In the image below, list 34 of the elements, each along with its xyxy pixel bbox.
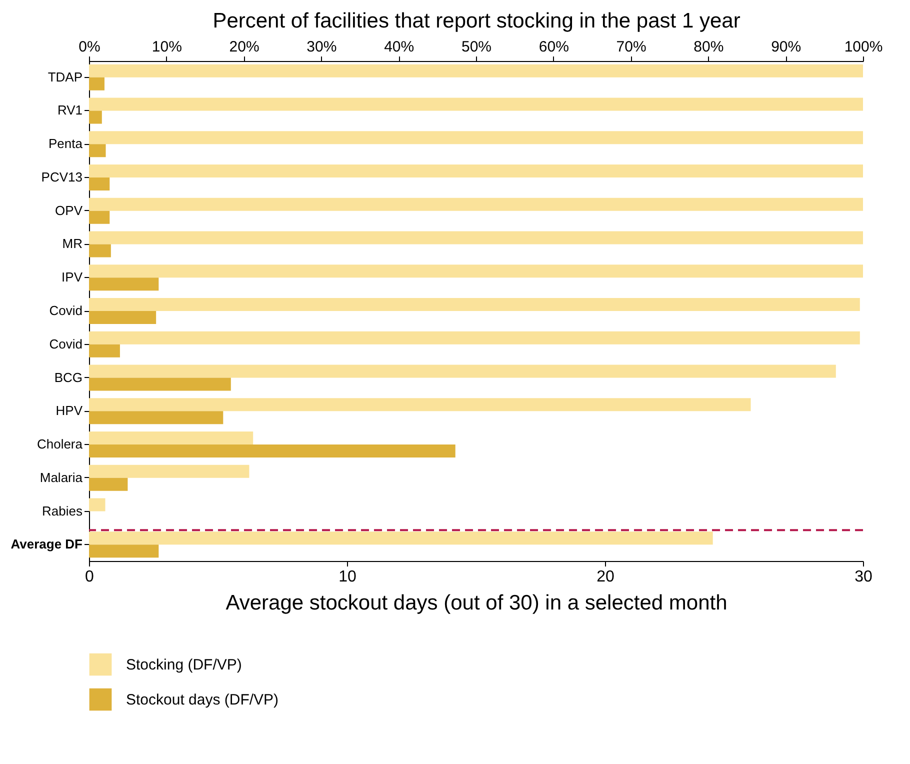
y-tick-label: BCG <box>54 370 82 385</box>
x-tick-label: 20 <box>596 568 614 586</box>
y-tick-label: Average DF <box>10 536 83 552</box>
y-tick-label: Covid <box>49 303 82 318</box>
y-tick-label: TDAP <box>48 69 82 84</box>
y-tick-label: PCV13 <box>41 169 82 184</box>
x2-tick-label: 70% <box>616 38 646 56</box>
x-tick-label: 10 <box>338 568 356 586</box>
x2-tick-label: 90% <box>771 38 802 56</box>
x2-tick-label: 20% <box>229 38 260 56</box>
x2-tick-label: 50% <box>461 38 492 56</box>
y-tick-label: Cholera <box>36 436 84 452</box>
x-tick-label: 0 <box>85 568 94 586</box>
y-tick-label: MR <box>62 236 82 252</box>
y-tick-label: Penta <box>48 136 84 152</box>
y-tick-label: OPV <box>55 202 83 218</box>
y-tick-label: Covid <box>49 336 82 352</box>
y-tick-label: IPV <box>62 270 83 285</box>
y-tick-label: HPV <box>56 403 83 418</box>
x2-tick-label: 30% <box>306 38 337 56</box>
legend-label: Stocking (DF/VP) <box>126 656 242 674</box>
x2-tick-label: 0% <box>78 38 100 56</box>
x2-tick-label: 100% <box>844 38 883 56</box>
x2-tick-label: 40% <box>384 38 414 56</box>
x2-tick-label: 60% <box>538 38 569 56</box>
y-tick-label: Rabies <box>42 503 83 518</box>
legend-label: Stockout days (DF/VP) <box>126 692 279 708</box>
x2-axis-title: Percent of facilities that report stocking in the past 1 year <box>212 10 740 32</box>
x-axis-title: Average stockout days (out of 30) in a selected month <box>226 592 728 614</box>
x2-tick-label: 10% <box>152 38 182 56</box>
y-tick-label: Malaria <box>40 470 84 485</box>
x-tick-label: 30 <box>854 568 872 586</box>
y-tick-label: RV1 <box>57 102 82 118</box>
x2-tick-label: 80% <box>694 38 724 56</box>
